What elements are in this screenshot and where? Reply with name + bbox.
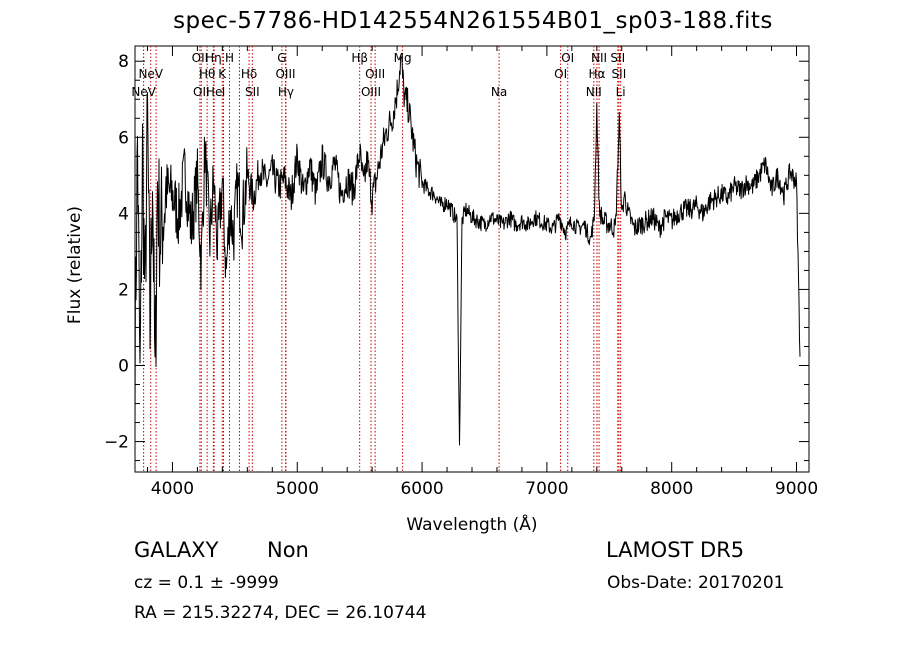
- redshift-line: cz = 0.1 ± -9999: [134, 573, 279, 593]
- y-axis-label: Flux (relative): [65, 206, 85, 324]
- spectrum-trace: [134, 55, 801, 446]
- emission-line-label: K: [218, 67, 227, 81]
- y-tick-label: 2: [118, 280, 129, 300]
- emission-line-label: G: [277, 51, 286, 65]
- y-tick-label: 0: [118, 357, 129, 377]
- emission-line-label: Hα: [588, 67, 605, 81]
- dec-value: 26.10744: [345, 603, 427, 623]
- x-tick-label: 5000: [276, 479, 319, 499]
- emission-line-label: OIII: [365, 67, 385, 81]
- cz-error: -9999: [229, 573, 279, 593]
- coordinates-line: RA = 215.32274, DEC = 26.10744: [134, 603, 426, 623]
- object-subclass: Non: [267, 538, 309, 562]
- plot-border: [134, 45, 810, 473]
- x-tick-label: 7000: [525, 479, 568, 499]
- x-tick-label: 9000: [775, 479, 818, 499]
- emission-line-label: Mg: [394, 51, 412, 65]
- emission-line-label: SII: [612, 67, 627, 81]
- ra-label: RA =: [134, 603, 182, 623]
- emission-line-label: Hβ: [351, 51, 368, 65]
- emission-line-label: OII: [192, 51, 209, 65]
- emission-line-label: OI: [561, 51, 574, 65]
- emission-line-label: NeV: [138, 67, 163, 81]
- x-tick-label: 8000: [650, 479, 693, 499]
- emission-line-label: Na: [491, 85, 507, 99]
- emission-line-label: SII: [245, 85, 260, 99]
- emission-line-label: OIII: [275, 67, 295, 81]
- emission-line-label: OII: [193, 85, 210, 99]
- emission-line-label: Li: [616, 85, 626, 99]
- emission-line-label: H: [225, 51, 234, 65]
- x-axis-label: Wavelength (Å): [406, 513, 537, 535]
- dec-label: , DEC =: [273, 603, 346, 623]
- emission-line-label: NII: [586, 85, 602, 99]
- emission-line-label: Hδ: [241, 67, 257, 81]
- object-class: GALAXY: [134, 538, 219, 562]
- emission-line-labels: NeV NeV OII OII Hθ Hη He KI H Hδ SII G OIII Hγ Hβ OIII O…: [131, 51, 626, 99]
- chart-title: spec-57786-HD142554N261554B01_sp03-188.f…: [173, 8, 773, 34]
- emission-line-label: NII: [591, 51, 607, 65]
- emission-line-label: OIII: [361, 85, 381, 99]
- y-tick-label: −2: [104, 433, 129, 453]
- emission-line-label: Hη: [205, 51, 222, 65]
- y-tick-label: 8: [118, 52, 129, 72]
- cz-pm: ±: [204, 573, 230, 593]
- emission-line-label: Hθ: [199, 67, 215, 81]
- y-tick-label: 4: [118, 204, 129, 224]
- emission-line-label: Hγ: [278, 85, 294, 99]
- survey-name: LAMOST DR5: [606, 538, 745, 562]
- cz-label: cz =: [134, 573, 178, 593]
- x-tick-label: 6000: [400, 479, 443, 499]
- obs-date-value: 20170201: [697, 573, 785, 593]
- obs-date-label: Obs-Date:: [607, 573, 698, 593]
- emission-line-label: He: [206, 85, 222, 99]
- spectrum-line: [134, 55, 801, 446]
- emission-line-label: OI: [554, 67, 567, 81]
- axes: 4000 5000 6000 7000 8000 9000 −2 0 2 4 6 8: [104, 46, 818, 499]
- emission-line-label: NeV: [131, 85, 156, 99]
- emission-line-label: I: [222, 85, 226, 99]
- plot-frame: [134, 45, 810, 473]
- cz-value: 0.1: [177, 573, 205, 593]
- observation-date-line: Obs-Date: 20170201: [607, 573, 784, 593]
- y-tick-label: 6: [118, 128, 129, 148]
- ra-value: 215.32274: [181, 603, 274, 623]
- emission-line-markers: [143, 46, 622, 472]
- emission-line-label: SII: [610, 51, 625, 65]
- x-tick-label: 4000: [151, 479, 194, 499]
